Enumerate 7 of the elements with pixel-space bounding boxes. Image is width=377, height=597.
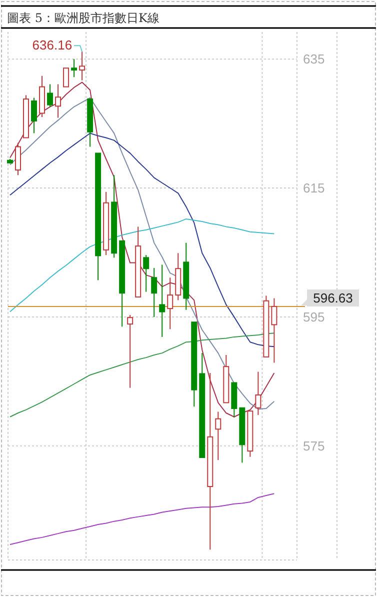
- annotation: 636.16: [32, 38, 72, 53]
- y-tick-label: 595: [303, 309, 325, 324]
- y-tick-label: 575: [303, 438, 325, 454]
- y-tick-label: 615: [303, 180, 325, 196]
- title: 圖表 5：歐洲股市指數日K線: [7, 11, 160, 25]
- y-tick-label: 635: [303, 52, 325, 67]
- ref-label: 596.63: [313, 290, 353, 306]
